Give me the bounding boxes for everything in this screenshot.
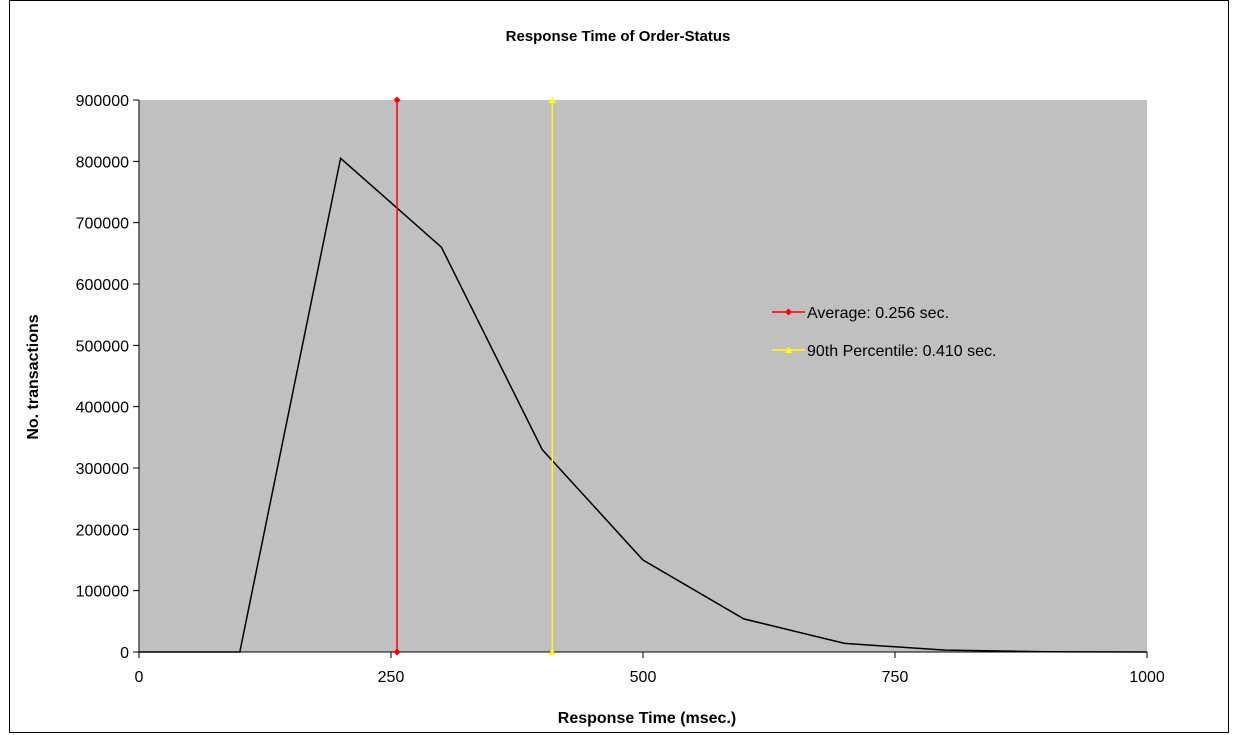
x-tick-label: 1000 <box>1129 669 1165 686</box>
y-tick-label: 800000 <box>76 154 129 171</box>
y-tick-label: 100000 <box>76 584 129 601</box>
x-tick-label: 750 <box>882 669 909 686</box>
legend-label-2: 90th Percentile: 0.410 sec. <box>807 343 996 360</box>
x-tick-label: 250 <box>378 669 405 686</box>
x-axis-title: Response Time (msec.) <box>558 710 736 727</box>
legend-marker-1 <box>785 308 792 316</box>
y-axis-title: No. transactions <box>25 314 42 439</box>
series-point-2 <box>548 96 556 103</box>
series-line-0 <box>139 156 1148 653</box>
y-tick-label: 900000 <box>76 93 129 110</box>
x-axis-ticks: 0 250 500 750 1000 <box>135 652 1165 686</box>
plot-area <box>139 100 1147 652</box>
x-tick-label: 0 <box>135 669 144 686</box>
legend: Average: 0.256 sec. 90th Percentile: 0.41… <box>772 305 996 360</box>
x-tick-label: 500 <box>630 669 657 686</box>
y-tick-label: 0 <box>120 645 129 662</box>
y-tick-label: 600000 <box>76 277 129 294</box>
chart-title: Response Time of Order-Status <box>506 28 731 45</box>
y-tick-label: 300000 <box>76 461 129 478</box>
y-tick-label: 200000 <box>76 522 129 539</box>
legend-marker-2 <box>785 346 792 353</box>
y-tick-label: 500000 <box>76 338 129 355</box>
series-point-2 <box>548 648 556 655</box>
series-point-1 <box>393 648 401 656</box>
y-tick-label: 700000 <box>76 216 129 233</box>
y-tick-label: 400000 <box>76 400 129 417</box>
series-point-1 <box>393 96 401 104</box>
series-group <box>139 96 1148 656</box>
legend-label-1: Average: 0.256 sec. <box>807 305 949 322</box>
y-axis-ticks: 0 100000 200000 300000 400000 500000 600000 700… <box>76 93 139 662</box>
